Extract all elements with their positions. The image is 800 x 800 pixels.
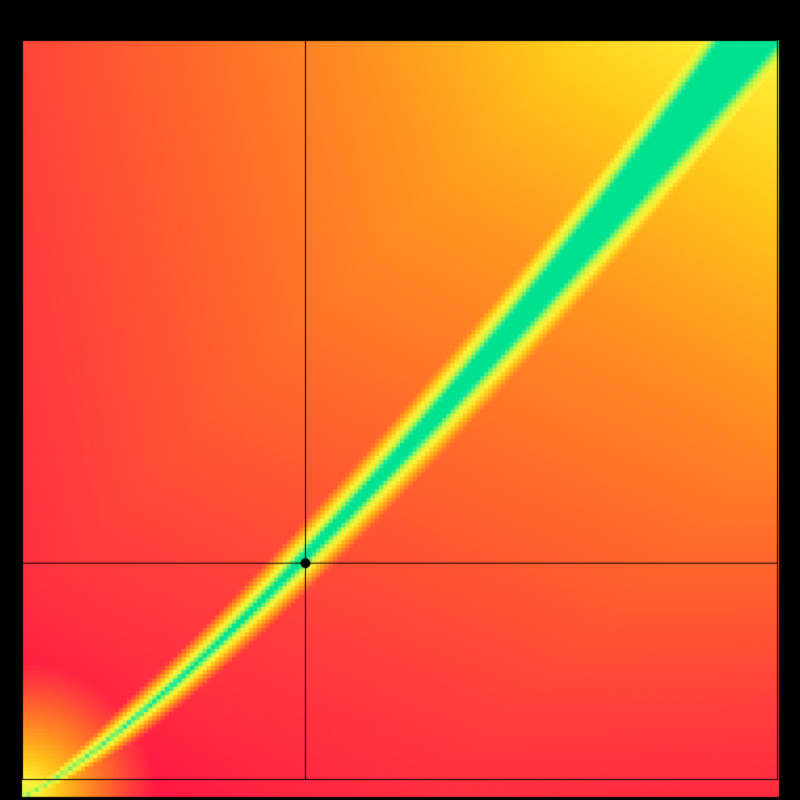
- heatmap-plot: [0, 0, 800, 800]
